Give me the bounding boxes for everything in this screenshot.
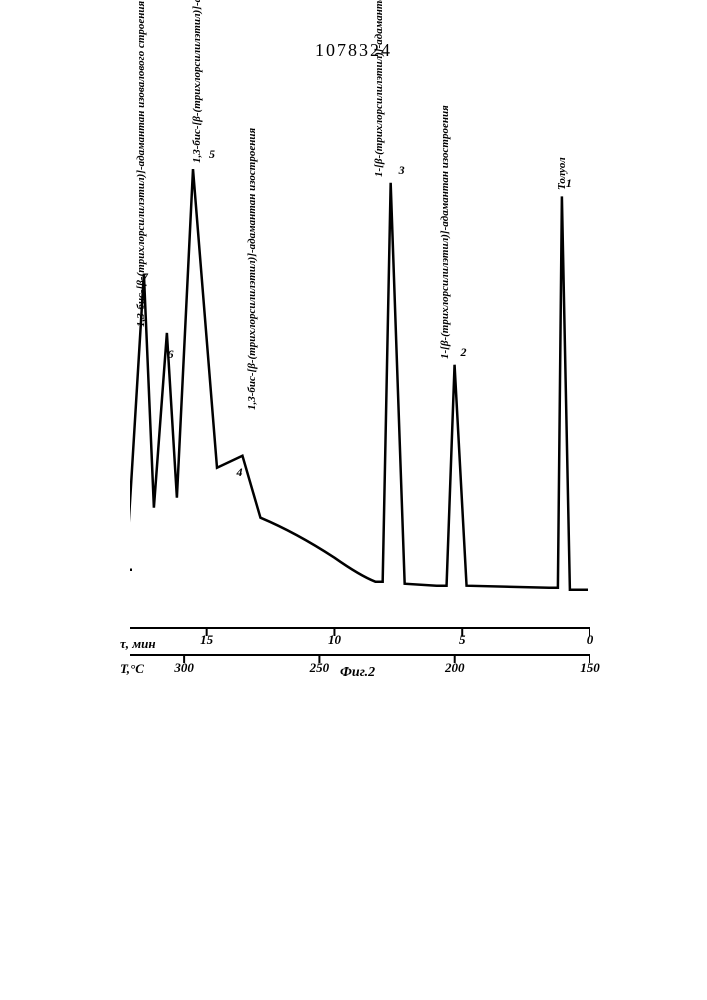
tick-temp-200: 200 (445, 660, 465, 676)
peak-label-4: 1,3-бис-[β-(трихлорсилилэтил)]-адамантан… (246, 128, 258, 410)
chart-svg (130, 160, 590, 690)
figure-label: Фиг.2 (340, 665, 375, 681)
tick-temp-300: 300 (174, 660, 194, 676)
tick-temp-150: 150 (580, 660, 600, 676)
axis-label-tau: τ, мин (120, 636, 156, 652)
tick-temp-250: 250 (310, 660, 330, 676)
peak-label-5: 1,3-бис-[β-(трихлорсилилэтил)]-адамантан… (191, 0, 203, 163)
peak-label-3: 1-[β-(трихлорсилилэтил)]-адамантан норма… (373, 0, 385, 177)
peak-label-2: 1-[β-(трихлорсилилэтил)]-адамантан изост… (439, 105, 451, 359)
tick-tau-5: 5 (459, 632, 466, 648)
peak-number-6: 6 (167, 347, 173, 362)
peak-number-3: 3 (399, 163, 405, 178)
chromatogram-chart (130, 160, 590, 690)
peak-number-4: 4 (236, 465, 242, 480)
peak-number-5: 5 (209, 147, 215, 162)
tick-tau-15: 15 (200, 632, 213, 648)
axis-label-temp: T,°C (120, 661, 144, 677)
tick-tau-0: 0 (587, 632, 594, 648)
peak-number-2: 2 (461, 345, 467, 360)
tick-tau-10: 10 (328, 632, 341, 648)
peak-number-1: 1 (566, 176, 572, 191)
peak-number-7: 7 (142, 270, 148, 285)
